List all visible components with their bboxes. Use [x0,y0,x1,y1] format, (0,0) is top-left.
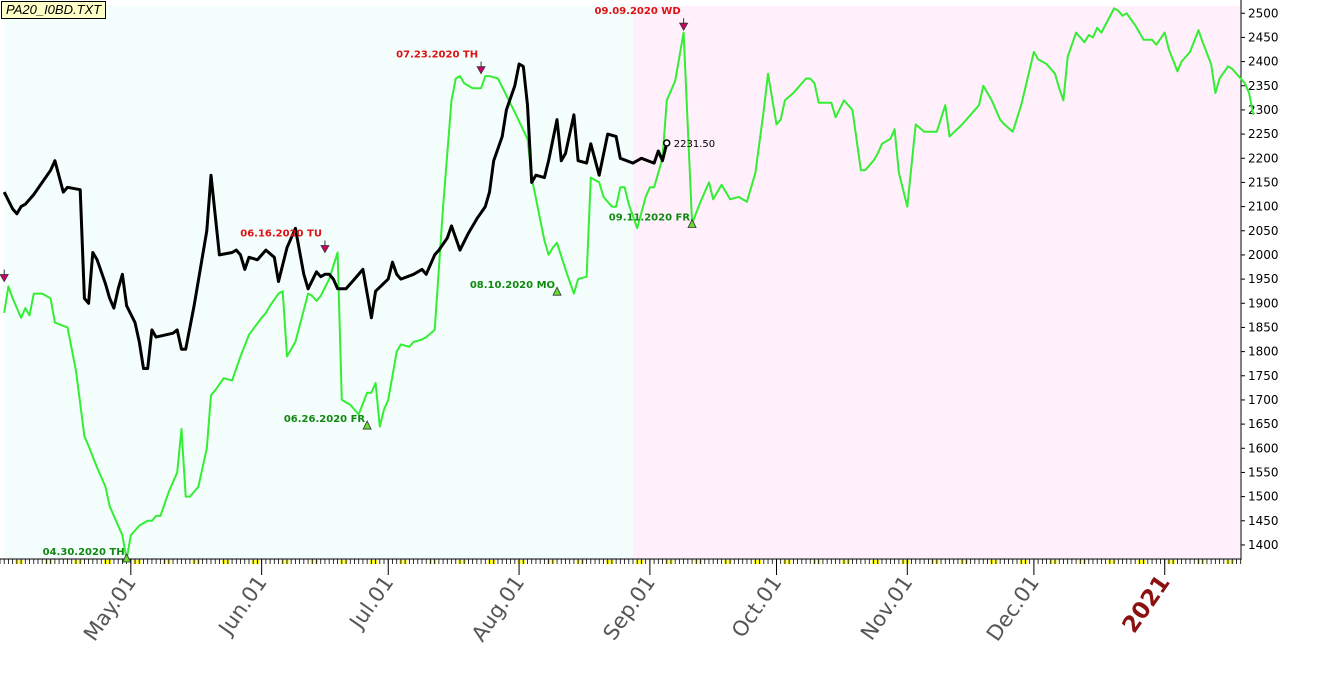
last-value-dot [663,139,671,147]
month-label: Sep.01 [598,571,660,645]
y-tick-label: 2400 [1248,55,1279,69]
bottom-marker-icon [362,420,372,430]
y-tick-label: 2100 [1248,200,1279,214]
file-name-label: PA20_I0BD.TXT [1,1,107,19]
top-marker-label: 06.16.2020 TU [240,229,322,240]
y-tick-label: 1600 [1248,441,1279,455]
forecast-series-line [3,7,1255,561]
y-tick-label: 1950 [1248,272,1279,286]
month-label: May.01 [79,571,141,645]
y-tick-label: 1500 [1248,490,1279,504]
series-lines: 2231.50 [2,7,1255,561]
y-tick-label: 1400 [1248,538,1279,552]
y-tick-label: 2500 [1248,6,1279,20]
last-value-label: 2231.50 [674,139,715,150]
month-label: Dec.01 [982,571,1044,645]
y-tick-label: 2000 [1248,248,1279,262]
bottom-marker-icon [687,218,697,228]
turning-point-markers: 04.30.2020 TH 06.16.2020 TU 06.26.2020 FR 0… [0,6,697,563]
y-tick-label: 2050 [1248,224,1279,238]
y-tick-label: 2250 [1248,127,1279,141]
y-tick-label: 1850 [1248,320,1279,334]
y-tick-label: 1700 [1248,393,1279,407]
y-tick-label: 1800 [1248,345,1279,359]
month-label: Aug.01 [467,571,529,646]
y-tick-label: 1650 [1248,417,1279,431]
shaded-regions [4,6,1240,558]
y-tick-label: 1550 [1248,465,1279,479]
price-series-line [2,62,669,370]
month-label: Jun.01 [213,571,272,641]
y-tick-label: 2150 [1248,175,1279,189]
y-tick-label: 1750 [1248,369,1279,383]
top-marker-icon [678,22,689,31]
y-tick-label: 2450 [1248,30,1279,44]
y-tick-label: 1900 [1248,296,1279,310]
top-marker-icon [476,66,486,75]
bottom-marker-label: 04.30.2020 TH [43,547,125,558]
month-label: Nov.01 [856,571,917,644]
y-tick-label: 1450 [1248,514,1279,528]
top-marker-icon [0,274,9,283]
top-marker-label: 09.09.2020 WD [595,6,681,17]
top-marker-label: 07.23.2020 TH [396,50,478,61]
x-day-cell [0,560,2,564]
bottom-marker-label: 09.11.2020 FR [609,213,691,224]
y-tick-label: 2300 [1248,103,1279,117]
month-label: Jul.01 [344,571,398,635]
y-tick-label: 2200 [1248,151,1279,165]
month-label: Oct.01 [727,571,787,642]
bottom-marker-icon [121,553,132,563]
forecast-region [633,6,1240,558]
top-marker-icon [320,245,330,254]
y-tick-label: 2350 [1248,79,1279,93]
year-label: 2021 [1118,571,1176,638]
bottom-marker-label: 06.26.2020 FR [284,414,366,425]
bottom-marker-label: 08.10.2020 MO [470,280,555,291]
bottom-marker-icon [552,286,562,296]
